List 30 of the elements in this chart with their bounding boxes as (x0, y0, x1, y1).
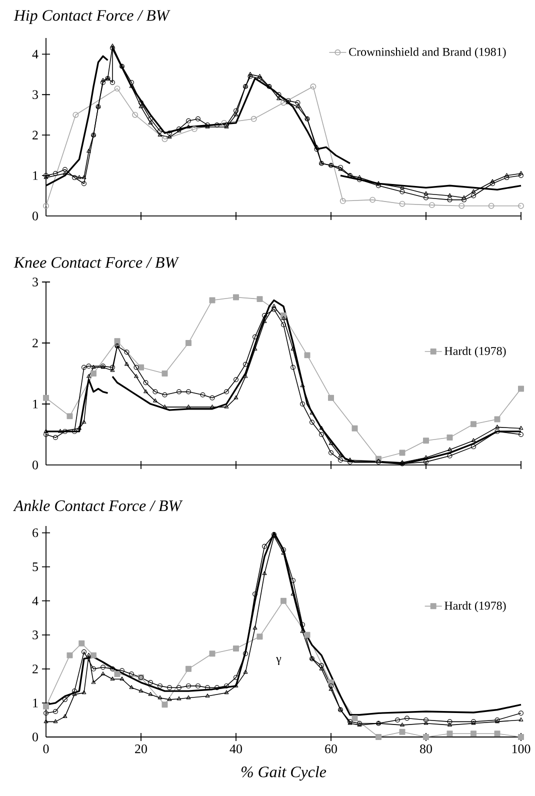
y-tick-label: 2 (32, 664, 38, 674)
y-tick-label: 0 (32, 460, 38, 470)
annotation: γ (276, 657, 282, 666)
y-tick-label: 1 (33, 400, 38, 408)
x-tick-label: 80 (420, 744, 432, 754)
y-tick-label: 3 (32, 630, 38, 640)
y-tick-label: 3 (32, 90, 38, 99)
y-tick-label: 4 (32, 50, 38, 58)
x-tick-label: 40 (230, 744, 242, 754)
y-tick-label: 1 (33, 171, 38, 180)
y-tick-label: 4 (32, 596, 38, 606)
y-tick-label: 0 (32, 732, 38, 742)
legend-label: Hardt (1978) (444, 601, 506, 612)
x-tick-label: 0 (43, 744, 49, 754)
y-tick-label: 3 (32, 278, 38, 286)
y-tick-label: 1 (33, 698, 38, 708)
y-tick-label: 0 (32, 212, 38, 220)
y-tick-label: 2 (32, 130, 38, 140)
y-tick-label: 5 (32, 562, 38, 572)
x-axis-title: % Gait Cycle (241, 766, 326, 781)
chart-title: Ankle Contact Force / BW (13, 500, 183, 512)
x-tick-label: 60 (325, 744, 337, 754)
x-tick-label: 20 (135, 744, 147, 754)
legend-label: Hardt (1978) (444, 346, 506, 358)
chart-title: Knee Contact Force / BW (14, 257, 180, 268)
chart-title: Hip Contact Force / BW (14, 10, 170, 24)
y-tick-label: 6 (32, 528, 38, 538)
legend-label: Crowninshield and Brand (1981) (349, 48, 506, 58)
y-tick-label: 2 (32, 338, 38, 348)
x-tick-label: 100 (512, 744, 530, 754)
